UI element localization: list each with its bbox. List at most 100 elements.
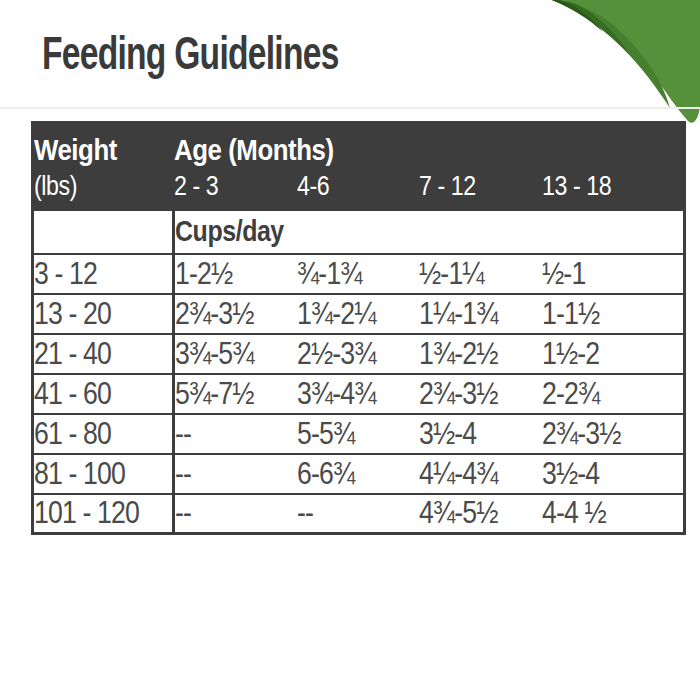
cups-value-cell: 3¾-5¾	[174, 334, 297, 374]
weight-range-text: 21 - 40	[34, 336, 111, 372]
cups-value-text: --	[297, 495, 313, 531]
cups-value-text: 2¾-3½	[419, 376, 498, 412]
cups-value-text: ½-1	[542, 256, 585, 292]
age-header-label: Age (Months)	[174, 133, 334, 167]
table-row: 41 - 60 5¾-7½ 3¾-4¾ 2¾-3½ 2-2¾	[33, 374, 685, 414]
cups-value-cell: 3½-4	[419, 414, 542, 454]
cups-value-text: --	[175, 416, 191, 452]
table-row: 101 - 120 -- -- 4¾-5½ 4-4 ½	[33, 494, 685, 534]
cups-value-cell: ½-1	[542, 254, 685, 294]
cups-value-cell: 2¾-3½	[419, 374, 542, 414]
cups-value-cell: 2¾-3½	[542, 414, 685, 454]
age-column-4-6: 4-6	[297, 169, 419, 210]
cups-value-cell: --	[174, 454, 297, 494]
weight-range-cell: 41 - 60	[33, 374, 174, 414]
cups-value-cell: 2¾-3½	[174, 294, 297, 334]
cups-value-text: 2¾-3½	[542, 416, 621, 452]
cups-value-text: 2¾-3½	[175, 296, 254, 332]
cups-value-text: 1¼-1¾	[419, 296, 498, 332]
cups-value-text: 3½-4	[419, 416, 476, 452]
cups-value-cell: 4¼-4¾	[419, 454, 542, 494]
cups-value-text: 1¾-2¼	[297, 296, 376, 332]
weight-range-text: 41 - 60	[34, 376, 111, 412]
cups-value-cell: 1-2½	[174, 254, 297, 294]
cups-value-text: 5-5¾	[297, 416, 354, 452]
cups-value-cell: 5-5¾	[297, 414, 419, 454]
age-column-7-12: 7 - 12	[419, 169, 542, 210]
cups-value-cell: ¾-1¾	[297, 254, 419, 294]
weight-range-cell: 3 - 12	[33, 254, 174, 294]
corner-swoosh-graphic	[540, 0, 700, 140]
cups-value-cell: ½-1¼	[419, 254, 542, 294]
cups-value-text: 5¾-7½	[175, 376, 254, 412]
weight-range-cell: 61 - 80	[33, 414, 174, 454]
table-row: 81 - 100 --6-6¾ 4¼-4¾ 3½-4	[33, 454, 685, 494]
cups-value-cell: 1¾-2½	[419, 334, 542, 374]
weight-header-label: Weight	[34, 133, 117, 167]
table-body: Cups/day 3 - 12 1-2½ ¾-1¾ ½-1¼ ½-1 13 - 20 2¾-…	[33, 210, 685, 534]
cups-value-text: ¾-1¾	[297, 256, 362, 292]
units-empty-cell	[33, 210, 174, 254]
weight-range-cell: 21 - 40	[33, 334, 174, 374]
cups-value-text: 2-2¾	[542, 376, 599, 412]
cups-value-cell: 6-6¾	[297, 454, 419, 494]
cups-value-cell: --	[174, 414, 297, 454]
page-title-text: Feeding Guidelines	[42, 28, 339, 79]
units-row: Cups/day	[33, 210, 685, 254]
cups-value-cell: 1-1½	[542, 294, 685, 334]
cups-value-text: --	[175, 495, 191, 531]
feeding-guidelines-table: Weight Age (Months) (lbs) 2 - 3 4-6 7 - …	[31, 121, 686, 535]
table-row: 13 - 20 2¾-3½ 1¾-2¼ 1¼-1¾ 1-1½	[33, 294, 685, 334]
cups-value-text: 6-6¾	[297, 456, 354, 492]
weight-range-text: 3 - 12	[34, 256, 97, 292]
cups-value-text: 4-4 ½	[542, 495, 606, 531]
weight-unit-cell: (lbs)	[33, 169, 174, 210]
cups-value-cell: 5¾-7½	[174, 374, 297, 414]
cups-value-cell: 4¾-5½	[419, 494, 542, 534]
weight-range-cell: 81 - 100	[33, 454, 174, 494]
cups-value-text: 3¾-4¾	[297, 376, 376, 412]
age-column-label: 13 - 18	[542, 171, 611, 202]
cups-value-text: ½-1¼	[419, 256, 484, 292]
cups-value-cell: --	[297, 494, 419, 534]
cups-value-cell: --	[174, 494, 297, 534]
weight-range-text: 13 - 20	[34, 296, 111, 332]
units-cell: Cups/day	[174, 210, 685, 254]
weight-range-text: 61 - 80	[34, 416, 111, 452]
cups-value-cell: 3½-4	[542, 454, 685, 494]
units-label: Cups/day	[175, 215, 284, 248]
age-header-cell: Age (Months)	[174, 123, 685, 169]
weight-range-cell: 101 - 120	[33, 494, 174, 534]
age-column-label: 2 - 3	[174, 171, 218, 202]
cups-value-cell: 1½-2	[542, 334, 685, 374]
weight-range-cell: 13 - 20	[33, 294, 174, 334]
cups-value-cell: 2½-3¾	[297, 334, 419, 374]
age-column-label: 7 - 12	[419, 171, 476, 202]
cups-value-text: 4¾-5½	[419, 495, 498, 531]
cups-value-text: 3½-4	[542, 456, 599, 492]
age-column-13-18: 13 - 18	[542, 169, 685, 210]
header-divider-line	[0, 107, 700, 109]
cups-value-text: 4¼-4¾	[419, 456, 498, 492]
cups-value-text: 3¾-5¾	[175, 336, 254, 372]
page-title: Feeding Guidelines	[42, 28, 448, 79]
table-header: Weight Age (Months) (lbs) 2 - 3 4-6 7 - …	[33, 123, 685, 210]
swoosh-main-shape	[552, 0, 700, 123]
table-row: 3 - 12 1-2½ ¾-1¾ ½-1¼ ½-1	[33, 254, 685, 294]
page: Feeding Guidelines Weight Age (Months) (…	[0, 0, 700, 700]
cups-value-cell: 2-2¾	[542, 374, 685, 414]
cups-value-text: 2½-3¾	[297, 336, 376, 372]
cups-value-text: 1¾-2½	[419, 336, 498, 372]
header-row-main: Weight Age (Months)	[33, 123, 685, 169]
cups-value-text: 1-2½	[175, 256, 232, 292]
cups-value-cell: 1¼-1¾	[419, 294, 542, 334]
header-row-sub: (lbs) 2 - 3 4-6 7 - 12 13 - 18	[33, 169, 685, 210]
weight-range-text: 101 - 120	[34, 495, 139, 531]
table-row: 21 - 40 3¾-5¾ 2½-3¾ 1¾-2½ 1½-2	[33, 334, 685, 374]
cups-value-text: 1-1½	[542, 296, 599, 332]
table-row: 61 - 80 -- 5-5¾ 3½-4 2¾-3½	[33, 414, 685, 454]
cups-value-cell: 3¾-4¾	[297, 374, 419, 414]
weight-unit-label: (lbs)	[34, 171, 77, 202]
cups-value-cell: 4-4 ½	[542, 494, 685, 534]
weight-range-text: 81 - 100	[34, 456, 125, 492]
